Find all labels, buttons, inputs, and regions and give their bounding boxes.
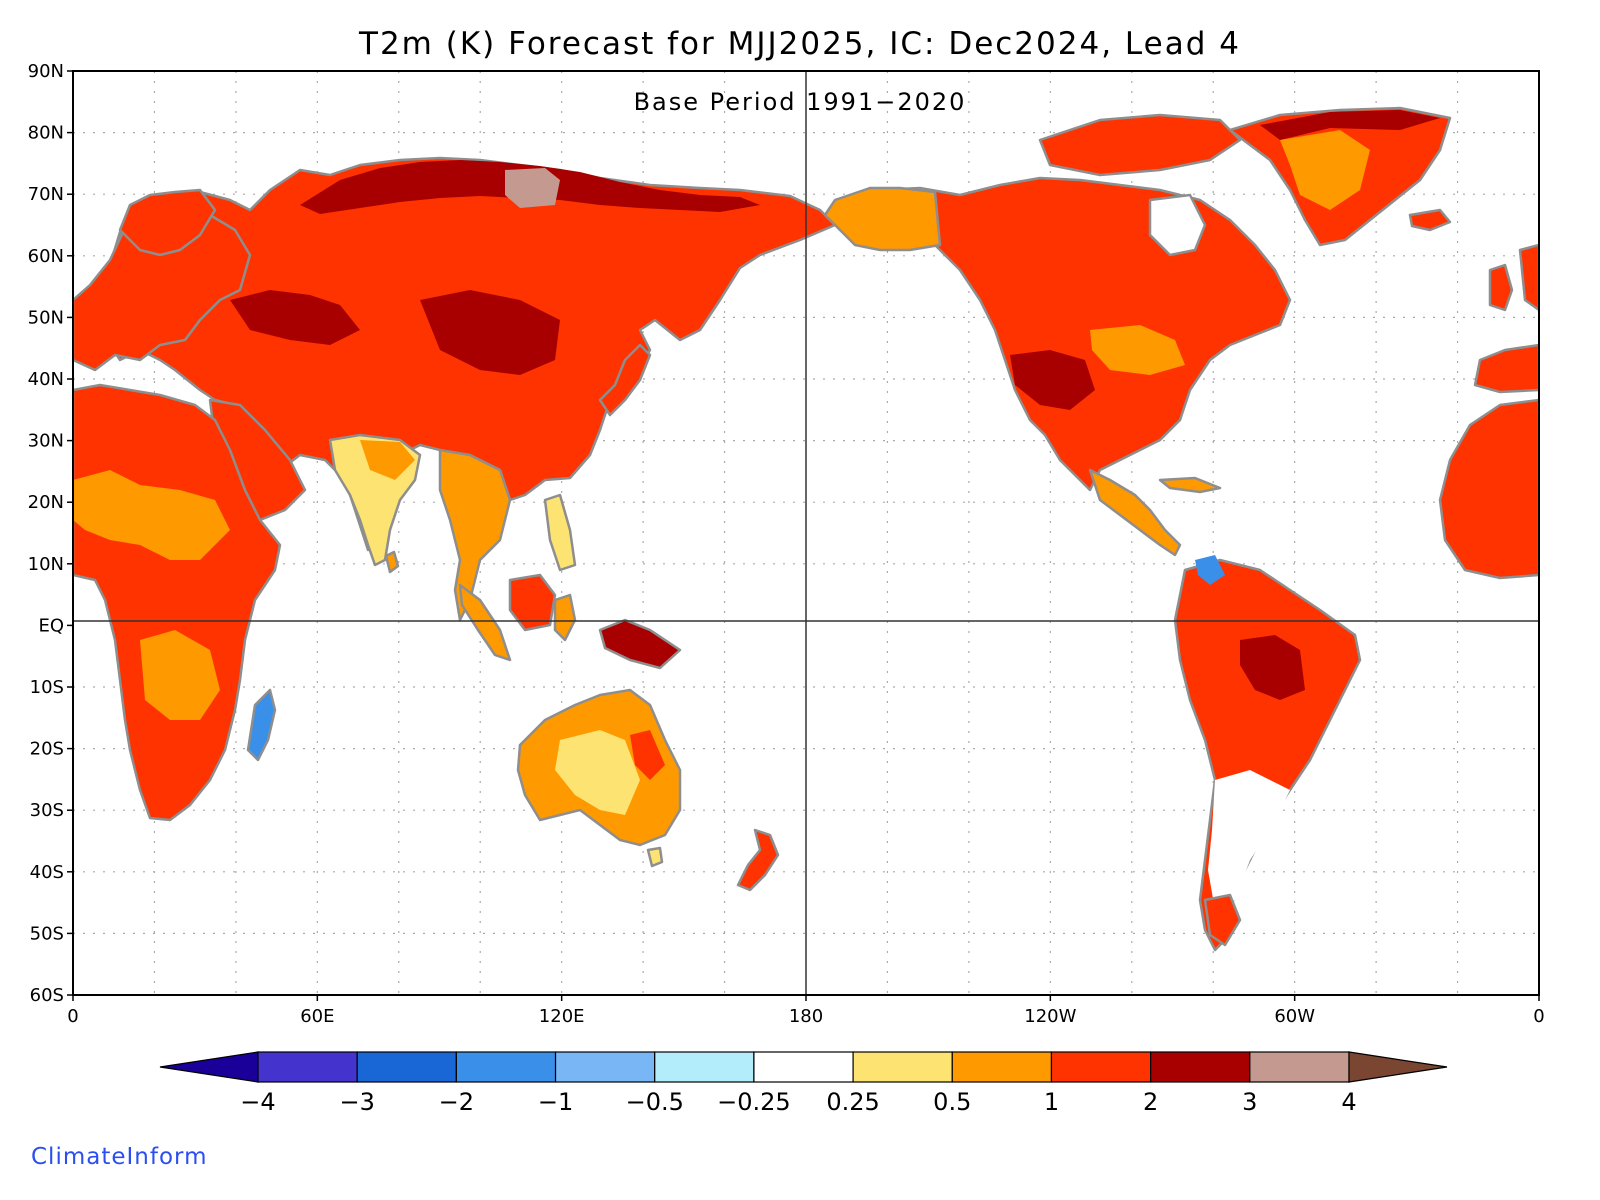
land-central-asia <box>230 290 360 345</box>
land-madagascar <box>246 688 277 762</box>
land-west-africa <box>1438 398 1539 580</box>
land-greenland-north <box>1260 110 1440 140</box>
base-period-label: Base Period 1991−2020 <box>633 88 967 116</box>
lon-label: 0 <box>1533 1006 1544 1027</box>
colorbar-segment <box>1150 1051 1251 1083</box>
lat-label: 70N <box>28 184 64 205</box>
map-title: T2m (K) Forecast for MJJ2025, IC: Dec202… <box>359 26 1241 62</box>
land-sri-lanka <box>384 550 400 574</box>
longitude-axis: 0 60E 120E 180 120W 60W 0 <box>67 995 1545 1027</box>
colorbar-label: 0.5 <box>933 1088 971 1116</box>
land-africa-south-patch <box>140 630 220 720</box>
land-sahara-patch <box>73 470 230 560</box>
land-greenland-interior <box>1280 130 1370 210</box>
land-china <box>420 290 560 375</box>
colorbar-over-arrow <box>1348 1051 1448 1083</box>
land-us-west-dark <box>1010 350 1095 410</box>
colorbar-label: −1 <box>538 1088 573 1116</box>
colorbar-segment <box>257 1051 358 1083</box>
colorbar-label: −0.25 <box>717 1088 791 1116</box>
lon-label: 60E <box>300 1006 334 1027</box>
land-india-patch <box>360 440 415 480</box>
lon-label: 180 <box>789 1006 823 1027</box>
lat-label: 20S <box>30 739 64 760</box>
land-north-america <box>843 176 1292 492</box>
land-tasmania <box>646 846 664 868</box>
lat-label: 30S <box>30 800 64 821</box>
lon-label: 60W <box>1274 1006 1315 1027</box>
land-australia-interior <box>555 730 640 815</box>
colorbar-segment <box>1249 1051 1350 1083</box>
colorbar-segment <box>554 1051 656 1083</box>
latitude-axis: 90N 80N 70N 60N 50N 40N 30N 20N 10N EQ 10S 20S 30S 40… <box>28 61 73 1006</box>
colorbar-label: 2 <box>1143 1088 1158 1116</box>
colorbar: −4 −3 −2 −1 −0.5 −0.25 0.25 0.5 1 2 3 4 <box>159 1051 1448 1116</box>
colorbar-label: 4 <box>1341 1088 1356 1116</box>
land-iceland <box>1408 208 1452 232</box>
lat-label: 80N <box>28 123 64 144</box>
lat-label: EQ <box>38 615 64 636</box>
colorbar-label: 0.25 <box>826 1088 879 1116</box>
lat-label: 90N <box>28 61 64 82</box>
colorbar-label: −2 <box>439 1088 474 1116</box>
lat-label: 60S <box>30 985 64 1006</box>
colorbar-segment <box>852 1051 953 1083</box>
colorbar-segment <box>951 1051 1053 1083</box>
lon-label: 120W <box>1024 1006 1076 1027</box>
land-norway-edge <box>1518 243 1539 312</box>
colorbar-label: 3 <box>1242 1088 1257 1116</box>
land-sumatra <box>458 583 512 662</box>
colorbar-under-arrow <box>159 1051 259 1083</box>
lat-label: 60N <box>28 246 64 267</box>
land-central-america <box>1088 468 1182 557</box>
lat-label: 10S <box>30 677 64 698</box>
land-australia-east-patch <box>630 730 665 780</box>
lat-label: 40N <box>28 369 64 390</box>
lon-label: 0 <box>67 1006 78 1027</box>
land-new-zealand <box>736 828 780 892</box>
land-taymyr <box>505 168 560 208</box>
land-patagonia <box>1203 893 1242 947</box>
land-sulawesi <box>553 593 577 642</box>
land-iberia <box>1473 343 1539 394</box>
colorbar-label: −4 <box>240 1088 275 1116</box>
land-colombia-blue <box>1195 555 1225 585</box>
land-scandinavia <box>118 188 217 257</box>
land-amazon-dark <box>1240 635 1305 700</box>
land-arctic-archipelago <box>1038 113 1242 177</box>
water-hudson-bay <box>1148 193 1207 257</box>
lat-label: 30N <box>28 431 64 452</box>
lon-label: 120E <box>539 1006 585 1027</box>
land-britain <box>1488 263 1514 312</box>
lat-label: 50S <box>30 923 64 944</box>
land-cuba <box>1158 476 1222 494</box>
lat-label: 40S <box>30 862 64 883</box>
colorbar-label: 1 <box>1044 1088 1059 1116</box>
land-philippines <box>543 493 577 572</box>
colorbar-segment <box>1050 1051 1152 1083</box>
land-alaska <box>823 186 942 252</box>
land-south-america-south <box>1208 770 1290 910</box>
lat-label: 20N <box>28 492 64 513</box>
lat-label: 10N <box>28 554 64 575</box>
land-us-midwest-light <box>1090 325 1185 375</box>
colorbar-segment <box>654 1051 755 1083</box>
land-japan <box>598 343 652 417</box>
lat-label: 50N <box>28 307 64 328</box>
colorbar-label: −3 <box>339 1088 374 1116</box>
colorbar-segment <box>753 1051 854 1083</box>
land-areas <box>73 106 1539 952</box>
brand-label: ClimateInform <box>31 1144 208 1170</box>
colorbar-segment <box>455 1051 557 1083</box>
colorbar-segment <box>356 1051 457 1083</box>
colorbar-label: −0.5 <box>626 1088 684 1116</box>
land-borneo <box>508 573 557 632</box>
